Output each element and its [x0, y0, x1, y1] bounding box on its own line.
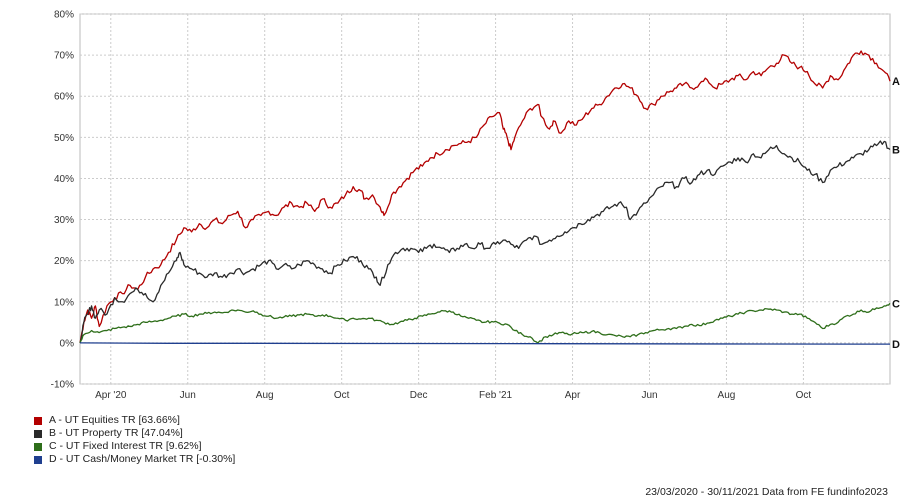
- legend-swatch-d: [34, 455, 42, 464]
- chart-legend: A - UT Equities TR [63.66%] B - UT Prope…: [34, 414, 235, 466]
- end-label-c: C: [892, 298, 900, 310]
- x-tick-label: Jun: [641, 390, 657, 401]
- y-tick-label: 30%: [54, 215, 74, 226]
- x-tick-label: Aug: [256, 390, 274, 401]
- legend-swatch-a: [34, 416, 42, 425]
- x-tick-label: Feb '21: [479, 390, 512, 401]
- legend-item-d: D - UT Cash/Money Market TR [-0.30%]: [34, 453, 235, 466]
- legend-label-d: D - UT Cash/Money Market TR [-0.30%]: [49, 453, 236, 465]
- y-tick-label: -10%: [51, 380, 74, 391]
- series-line-a: [79, 50, 891, 344]
- x-axis-ticks: Apr '20 Jun Aug Oct Dec Feb '21 Apr Jun Aug Oct: [95, 390, 811, 401]
- y-tick-label: 50%: [54, 133, 74, 144]
- y-tick-label: 60%: [54, 92, 74, 103]
- plot-frame: [79, 13, 891, 385]
- data-source-footer: 23/03/2020 - 30/11/2021 Data from FE fun…: [645, 486, 888, 498]
- x-tick-label: Oct: [334, 390, 350, 401]
- x-tick-label: Oct: [796, 390, 812, 401]
- legend-label-c: C - UT Fixed Interest TR [9.62%]: [49, 440, 202, 452]
- y-tick-label: 70%: [54, 51, 74, 62]
- chart-grid: [79, 13, 891, 385]
- y-tick-label: 40%: [54, 174, 74, 185]
- legend-item-a: A - UT Equities TR [63.66%]: [34, 414, 235, 427]
- x-tick-label: Apr: [565, 390, 581, 401]
- series-line-c: [79, 302, 891, 344]
- y-tick-label: 80%: [54, 10, 74, 21]
- x-tick-label: Dec: [410, 390, 428, 401]
- legend-swatch-b: [34, 429, 42, 438]
- x-tick-label: Jun: [180, 390, 196, 401]
- legend-label-a: A - UT Equities TR [63.66%]: [49, 414, 180, 426]
- series-line-d: [79, 342, 890, 345]
- legend-swatch-c: [34, 442, 42, 451]
- y-tick-label: 0%: [60, 338, 75, 349]
- y-tick-label: 10%: [54, 297, 74, 308]
- end-label-a: A: [892, 76, 900, 88]
- legend-item-b: B - UT Property TR [47.04%]: [34, 427, 235, 440]
- end-label-b: B: [892, 145, 900, 157]
- legend-label-b: B - UT Property TR [47.04%]: [49, 427, 183, 439]
- chart-series-lines: [79, 50, 891, 345]
- series-line-b: [79, 140, 891, 344]
- end-label-d: D: [892, 339, 900, 351]
- performance-line-chart: -10% 0% 10% 20% 30% 40% 50% 60% 70% 80% Apr '20 Ju…: [51, 10, 900, 402]
- series-end-labels: A B C D: [892, 76, 900, 351]
- x-tick-label: Aug: [718, 390, 736, 401]
- y-tick-label: 20%: [54, 256, 74, 267]
- x-tick-label: Apr '20: [95, 390, 127, 401]
- y-axis-ticks: -10% 0% 10% 20% 30% 40% 50% 60% 70% 80%: [51, 10, 74, 391]
- legend-item-c: C - UT Fixed Interest TR [9.62%]: [34, 440, 235, 453]
